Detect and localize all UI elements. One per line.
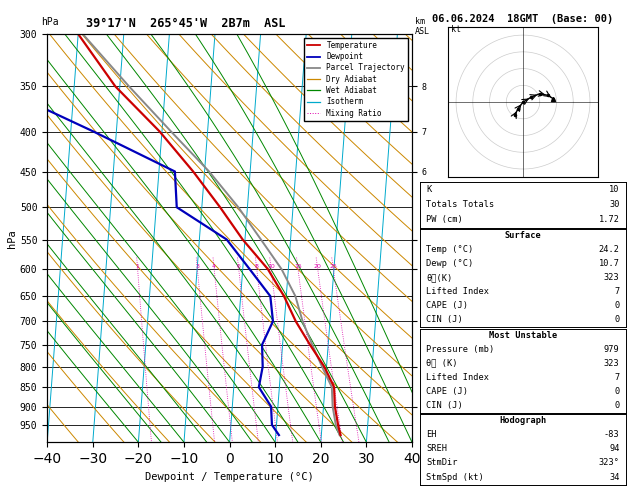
Y-axis label: Mixing Ratio (g/kg): Mixing Ratio (g/kg) [447, 187, 455, 289]
Text: Pressure (mb): Pressure (mb) [426, 345, 494, 354]
Text: Hodograph: Hodograph [499, 416, 547, 425]
Text: StmDir: StmDir [426, 458, 458, 468]
Text: 323: 323 [604, 273, 620, 282]
Text: 94: 94 [609, 444, 620, 453]
Text: 06.06.2024  18GMT  (Base: 00): 06.06.2024 18GMT (Base: 00) [432, 14, 614, 24]
Legend: Temperature, Dewpoint, Parcel Trajectory, Dry Adiabat, Wet Adiabat, Isotherm, Mi: Temperature, Dewpoint, Parcel Trajectory… [304, 38, 408, 121]
Text: kt: kt [451, 25, 461, 34]
Text: 979: 979 [604, 345, 620, 354]
Text: 20: 20 [314, 264, 321, 269]
Text: 7: 7 [615, 373, 620, 382]
Text: 10.7: 10.7 [599, 260, 620, 268]
Text: θᴇ(K): θᴇ(K) [426, 273, 453, 282]
Text: CAPE (J): CAPE (J) [426, 387, 469, 396]
Text: 6: 6 [237, 264, 241, 269]
Text: 0: 0 [615, 400, 620, 410]
Text: 323°: 323° [599, 458, 620, 468]
Text: Totals Totals: Totals Totals [426, 200, 494, 209]
Text: CAPE (J): CAPE (J) [426, 301, 469, 310]
Text: 1.72: 1.72 [599, 215, 620, 224]
Text: CIN (J): CIN (J) [426, 400, 463, 410]
Text: Lifted Index: Lifted Index [426, 373, 489, 382]
Text: 10: 10 [609, 185, 620, 193]
Text: -83: -83 [604, 430, 620, 439]
Text: 34: 34 [609, 472, 620, 482]
Text: 3: 3 [196, 264, 199, 269]
Text: 39°17'N  265°45'W  2B7m  ASL: 39°17'N 265°45'W 2B7m ASL [86, 17, 286, 30]
Text: 4: 4 [212, 264, 216, 269]
Text: 24.2: 24.2 [599, 245, 620, 255]
Text: 0: 0 [615, 315, 620, 324]
Text: 1: 1 [136, 264, 140, 269]
Text: StmSpd (kt): StmSpd (kt) [426, 472, 484, 482]
Text: 7: 7 [615, 287, 620, 296]
Text: hPa: hPa [41, 17, 58, 27]
Text: θᴇ (K): θᴇ (K) [426, 359, 458, 368]
Text: 15: 15 [294, 264, 302, 269]
Text: km
ASL: km ASL [415, 17, 430, 35]
Y-axis label: hPa: hPa [7, 229, 17, 247]
Text: 25: 25 [330, 264, 337, 269]
Text: CIN (J): CIN (J) [426, 315, 463, 324]
Text: 0: 0 [615, 301, 620, 310]
Text: EH: EH [426, 430, 437, 439]
Text: Most Unstable: Most Unstable [489, 330, 557, 340]
Text: SREH: SREH [426, 444, 447, 453]
Text: 323: 323 [604, 359, 620, 368]
Text: Surface: Surface [504, 231, 542, 241]
X-axis label: Dewpoint / Temperature (°C): Dewpoint / Temperature (°C) [145, 471, 314, 482]
Text: PW (cm): PW (cm) [426, 215, 463, 224]
Text: 30: 30 [609, 200, 620, 209]
Text: Lifted Index: Lifted Index [426, 287, 489, 296]
Text: Dewp (°C): Dewp (°C) [426, 260, 474, 268]
Text: 0: 0 [615, 387, 620, 396]
Text: 8: 8 [255, 264, 259, 269]
Text: Temp (°C): Temp (°C) [426, 245, 474, 255]
Text: K: K [426, 185, 431, 193]
Text: 10: 10 [267, 264, 275, 269]
